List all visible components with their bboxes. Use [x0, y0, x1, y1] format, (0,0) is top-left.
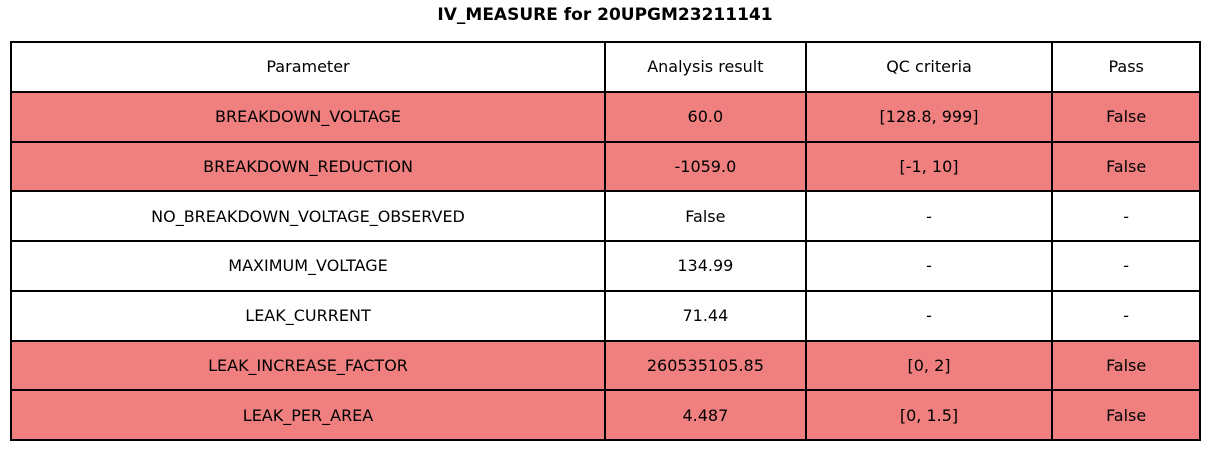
table-row: LEAK_INCREASE_FACTOR 260535105.85 [0, 2]… [9, 339, 1201, 392]
col-header-parameter: Parameter [9, 41, 607, 93]
table-row: BREAKDOWN_REDUCTION -1059.0 [-1, 10] Fal… [9, 140, 1201, 193]
cell-parameter: LEAK_PER_AREA [9, 389, 607, 441]
cell-parameter: MAXIMUM_VOLTAGE [9, 240, 607, 292]
cell-parameter: LEAK_INCREASE_FACTOR [9, 339, 607, 392]
col-header-pass: Pass [1051, 41, 1201, 93]
cell-pass: False [1051, 389, 1201, 441]
cell-qc-criteria: - [804, 289, 1054, 342]
qc-table-container: Parameter Analysis result QC criteria Pa… [9, 41, 1201, 441]
cell-analysis-result: 4.487 [604, 389, 807, 441]
page-title: IV_MEASURE for 20UPGM23211141 [437, 5, 773, 25]
cell-pass: - [1051, 240, 1201, 292]
cell-pass: - [1051, 289, 1201, 342]
cell-parameter: NO_BREAKDOWN_VOLTAGE_OBSERVED [9, 190, 607, 242]
cell-qc-criteria: [-1, 10] [804, 140, 1054, 193]
cell-parameter: BREAKDOWN_VOLTAGE [9, 90, 607, 143]
cell-analysis-result: False [604, 190, 807, 242]
cell-pass: - [1051, 190, 1201, 242]
table-row: MAXIMUM_VOLTAGE 134.99 - - [9, 240, 1201, 292]
col-header-qc-criteria: QC criteria [804, 41, 1054, 93]
cell-qc-criteria: - [804, 240, 1054, 292]
cell-qc-criteria: - [804, 190, 1054, 242]
cell-pass: False [1051, 140, 1201, 193]
cell-parameter: LEAK_CURRENT [9, 289, 607, 342]
table-header-row: Parameter Analysis result QC criteria Pa… [9, 41, 1201, 93]
table-row: LEAK_PER_AREA 4.487 [0, 1.5] False [9, 389, 1201, 441]
qc-table: Parameter Analysis result QC criteria Pa… [9, 41, 1201, 441]
col-header-analysis-result: Analysis result [604, 41, 807, 93]
cell-analysis-result: -1059.0 [604, 140, 807, 193]
cell-parameter: BREAKDOWN_REDUCTION [9, 140, 607, 193]
cell-analysis-result: 134.99 [604, 240, 807, 292]
cell-analysis-result: 260535105.85 [604, 339, 807, 392]
cell-pass: False [1051, 90, 1201, 143]
cell-qc-criteria: [0, 1.5] [804, 389, 1054, 441]
cell-analysis-result: 60.0 [604, 90, 807, 143]
table-row: NO_BREAKDOWN_VOLTAGE_OBSERVED False - - [9, 190, 1201, 242]
table-row: LEAK_CURRENT 71.44 - - [9, 289, 1201, 342]
cell-qc-criteria: [0, 2] [804, 339, 1054, 392]
cell-analysis-result: 71.44 [604, 289, 807, 342]
cell-pass: False [1051, 339, 1201, 392]
table-row: BREAKDOWN_VOLTAGE 60.0 [128.8, 999] Fals… [9, 90, 1201, 143]
cell-qc-criteria: [128.8, 999] [804, 90, 1054, 143]
